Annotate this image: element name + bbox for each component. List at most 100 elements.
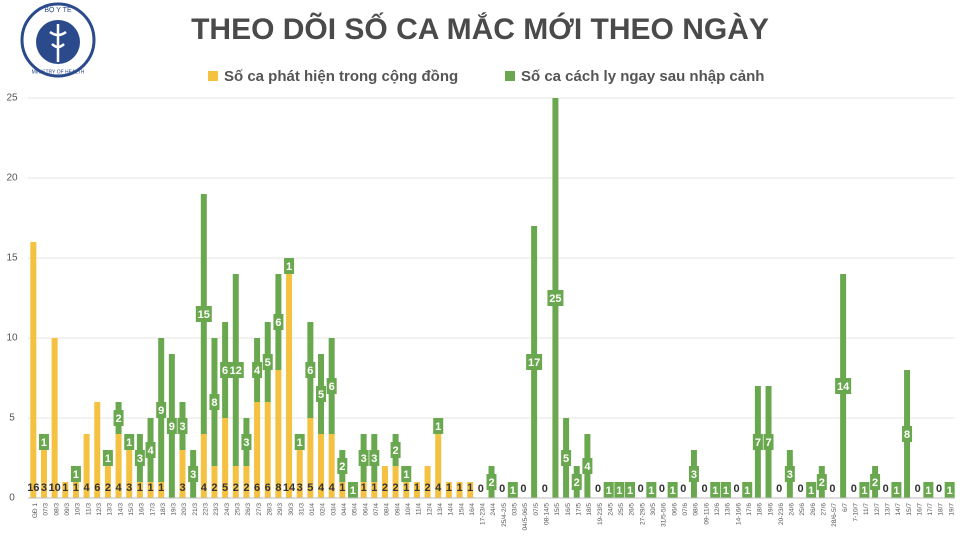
data-label: 1 — [73, 469, 79, 481]
data-label-box — [720, 482, 731, 498]
bar — [222, 418, 229, 498]
data-label: 9 — [158, 405, 164, 417]
bar — [296, 450, 303, 498]
data-label-box — [859, 482, 870, 498]
data-label: 1 — [947, 485, 953, 497]
bar — [435, 434, 442, 498]
x-tick-label: 11/4 — [416, 503, 423, 516]
data-label: 1 — [371, 482, 377, 494]
bar — [456, 482, 463, 498]
data-label: 2 — [819, 477, 825, 489]
data-label: 3 — [243, 437, 249, 449]
data-label: 7 — [765, 437, 771, 449]
x-tick-label: 12/4 — [426, 503, 433, 516]
x-tick-label: 18/3 — [160, 503, 167, 516]
x-tick-label: 18/5 — [586, 503, 593, 516]
data-label: 16 — [27, 482, 39, 494]
data-label: 2 — [393, 445, 399, 457]
data-label: 6 — [265, 482, 271, 494]
x-tick-label: 17/7 — [927, 503, 934, 516]
x-tick-label: 15/7 — [906, 503, 913, 516]
x-tick-label: 10/3 — [75, 503, 82, 516]
data-label-box — [891, 482, 902, 498]
data-label: 1 — [297, 437, 303, 449]
x-tick-label: 21/3 — [192, 503, 199, 516]
bar — [211, 466, 218, 498]
data-label-box — [38, 434, 49, 450]
data-label: 1 — [808, 485, 814, 497]
x-tick-label: 19-23/5 — [597, 503, 604, 525]
bar — [318, 434, 325, 498]
data-label-box — [177, 418, 188, 434]
bar — [254, 402, 261, 498]
x-tick-label: 25/3 — [234, 503, 241, 516]
legend-swatch — [505, 71, 515, 81]
x-tick-label: 07/6 — [682, 503, 689, 516]
bar — [136, 482, 143, 498]
data-label: 3 — [371, 453, 377, 465]
data-label-box — [806, 482, 817, 498]
data-label-box — [262, 354, 273, 370]
data-label: 1 — [403, 469, 409, 481]
data-label-box — [390, 442, 401, 458]
x-tick-label: 18/7 — [938, 503, 945, 516]
data-label: 0 — [851, 483, 857, 495]
x-tick-label: 17/3 — [149, 503, 156, 516]
data-label: 2 — [382, 482, 388, 494]
x-tick-label: 25/4-2/5 — [501, 503, 508, 527]
bar — [381, 466, 388, 498]
data-label-box — [273, 314, 284, 330]
data-label: 8 — [275, 482, 281, 494]
data-label: 1 — [712, 485, 718, 497]
x-tick-label: 24/3 — [224, 503, 231, 516]
legend-swatch — [208, 71, 218, 81]
data-label-box — [763, 434, 774, 450]
data-label: 1 — [627, 485, 633, 497]
legend-label: Số ca cách ly ngay sau nhập cảnh — [521, 68, 764, 85]
legend-label: Số ca phát hiện trong cộng đồng — [224, 68, 458, 85]
data-label: 0 — [702, 483, 708, 495]
data-label: 4 — [318, 482, 325, 494]
data-label: 1 — [158, 482, 164, 494]
bar — [158, 482, 165, 498]
data-label: 3 — [190, 469, 196, 481]
data-label: 4 — [254, 365, 261, 377]
x-tick-label: 14-16/6 — [735, 503, 742, 525]
bar — [360, 482, 367, 498]
data-label-box — [369, 450, 380, 466]
x-tick-label: 7-10/7 — [852, 503, 859, 522]
x-tick-label: 20/3 — [181, 503, 188, 516]
data-label: 4 — [116, 482, 123, 494]
data-label-box — [227, 362, 244, 378]
data-label: 3 — [137, 453, 143, 465]
data-label: 1 — [147, 482, 153, 494]
x-tick-label: 08/6 — [693, 503, 700, 516]
bar — [243, 466, 250, 498]
data-label-box — [742, 482, 753, 498]
data-label: 6 — [94, 482, 100, 494]
data-label: 4 — [435, 482, 442, 494]
data-label-box — [70, 466, 81, 482]
x-tick-label: 03/4 — [330, 503, 337, 516]
x-tick-label: 16/3 — [139, 503, 146, 516]
x-tick-label: 05/4 — [352, 503, 359, 516]
data-label-box — [433, 418, 444, 434]
x-tick-label: 19/7 — [948, 503, 955, 516]
data-label: 1 — [893, 485, 899, 497]
bar — [200, 434, 207, 498]
data-label: 3 — [297, 482, 303, 494]
data-label-box — [209, 394, 220, 410]
x-tick-label: 26/3 — [245, 503, 252, 516]
x-tick-label: 27/6 — [821, 503, 828, 516]
data-label: 6 — [254, 482, 260, 494]
x-tick-label: 11/7 — [863, 503, 870, 516]
x-tick-label: 07/4 — [373, 503, 380, 516]
bar — [467, 482, 474, 498]
x-tick-label: 13/7 — [884, 503, 891, 516]
data-label: 17 — [528, 357, 540, 369]
x-tick-label: 14/4 — [448, 503, 455, 516]
x-tick-label: 24/5 — [607, 503, 614, 516]
data-label: 5 — [563, 453, 569, 465]
x-tick-label: 02/4 — [320, 503, 327, 516]
